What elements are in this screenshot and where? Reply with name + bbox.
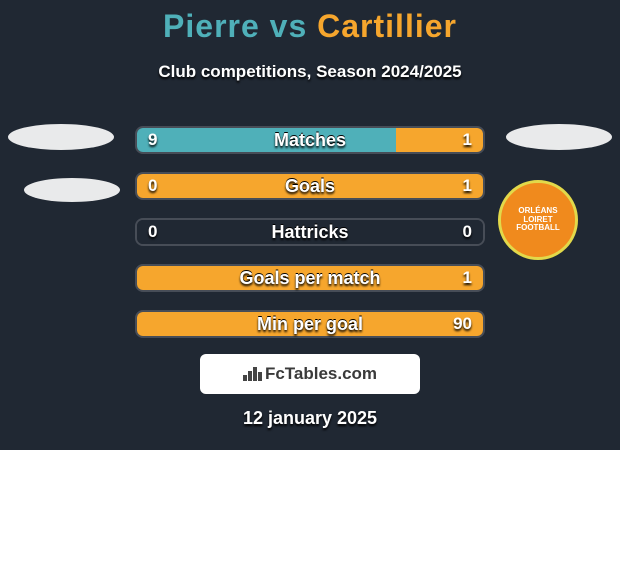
- stat-label: Min per goal: [135, 302, 485, 346]
- player2-name: Cartillier: [317, 8, 457, 44]
- comparison-bars: Matches91Goals01Hattricks00Goals per mat…: [0, 118, 620, 348]
- stat-value-right: 1: [463, 256, 472, 300]
- player1-name: Pierre: [163, 8, 260, 44]
- stat-row: Min per goal90: [0, 302, 620, 348]
- stat-label: Goals per match: [135, 256, 485, 300]
- stat-row: Hattricks0 0: [0, 210, 620, 256]
- vs-word: vs: [270, 8, 308, 44]
- subtitle: Club competitions, Season 2024/2025: [0, 62, 620, 82]
- stat-value-left: 9: [148, 118, 157, 162]
- stat-value-right: 1: [463, 118, 472, 162]
- stat-row: Goals per match1: [0, 256, 620, 302]
- stat-value-left: 0: [148, 164, 157, 208]
- stat-value-left: 0: [148, 210, 157, 254]
- date: 12 january 2025: [0, 408, 620, 429]
- title: Pierre vs Cartillier: [0, 8, 620, 45]
- bars-icon: [243, 367, 261, 381]
- stat-value-right: 0: [463, 210, 472, 254]
- stat-value-right: 90: [453, 302, 472, 346]
- stat-label: Goals: [135, 164, 485, 208]
- stat-label: Matches: [135, 118, 485, 162]
- source-text: FcTables.com: [265, 364, 377, 384]
- stat-row: Goals0 1: [0, 164, 620, 210]
- stat-row: Matches9 1: [0, 118, 620, 164]
- stat-label: Hattricks: [135, 210, 485, 254]
- stats-panel: Pierre vs Cartillier Club competitions, …: [0, 0, 620, 450]
- source-badge: FcTables.com: [200, 354, 420, 394]
- stat-value-right: 1: [463, 164, 472, 208]
